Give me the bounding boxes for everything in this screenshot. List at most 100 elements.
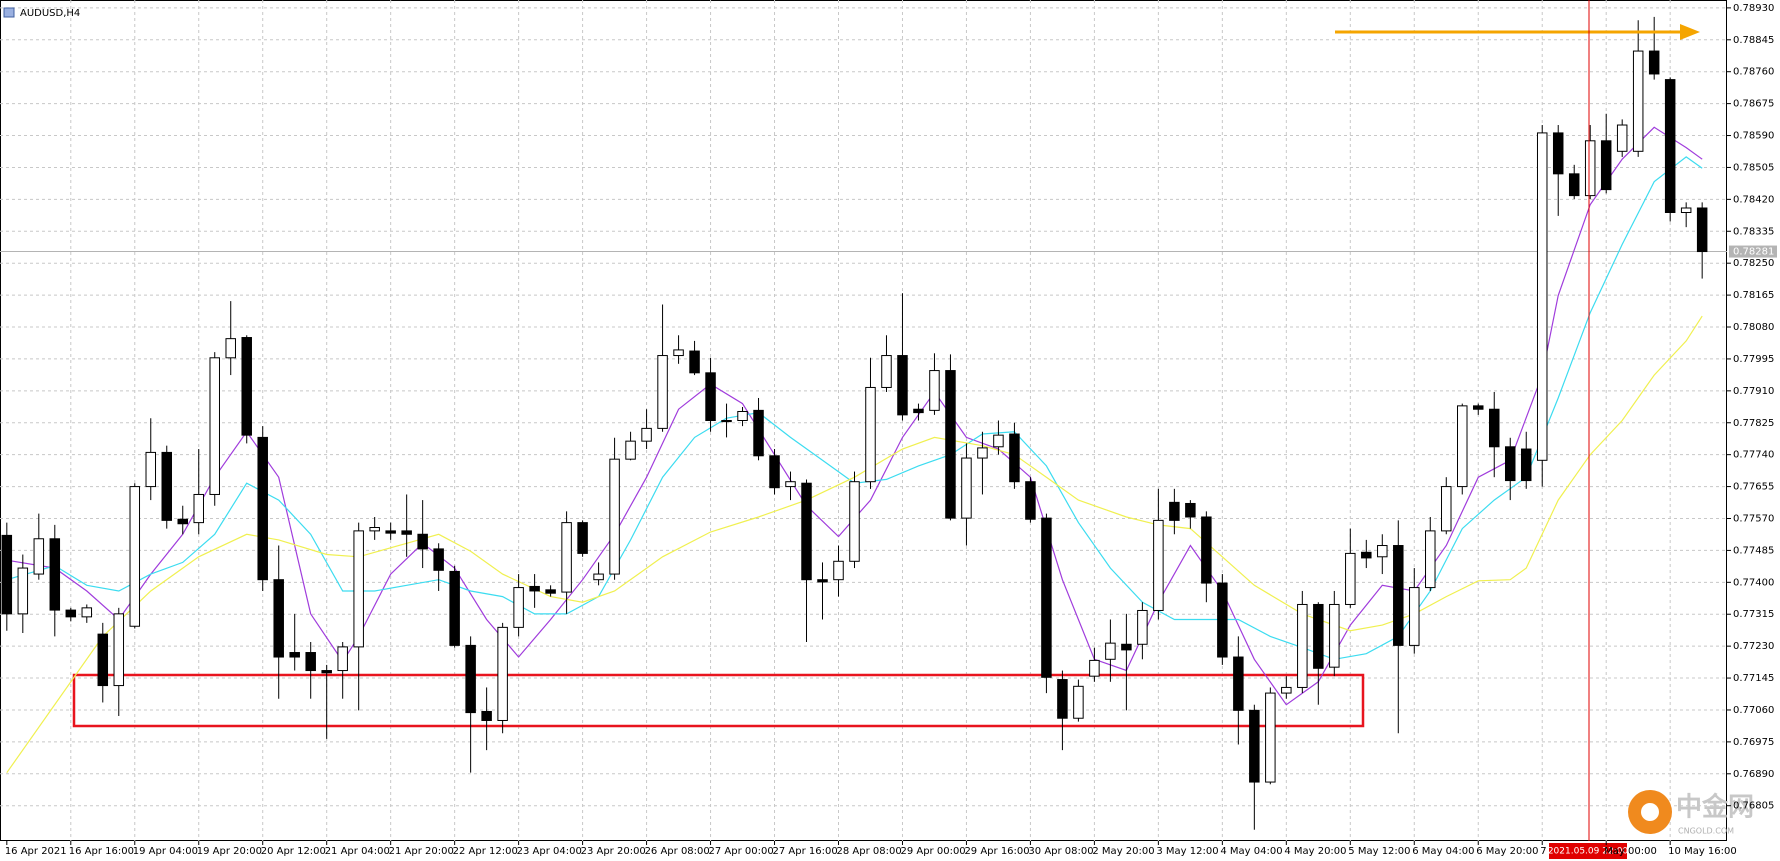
candle-body — [657, 355, 668, 429]
logo-inner — [1641, 803, 1659, 821]
candle-body — [977, 447, 988, 459]
candle-body — [545, 589, 556, 594]
candle-body — [417, 533, 428, 550]
candle-body — [1616, 124, 1628, 152]
y-tick-label: 0.77740 — [1733, 450, 1774, 461]
candle-body — [1089, 659, 1100, 677]
candle-body — [97, 633, 109, 687]
candle-body — [721, 420, 732, 423]
candle-body — [1680, 207, 1692, 214]
candle-body — [257, 436, 268, 581]
x-tick-label: 21 Apr 04:00 — [325, 846, 390, 857]
x-tick-label: 7 — [1540, 846, 1546, 857]
candle-body — [193, 493, 204, 524]
candle-body — [1393, 545, 1404, 646]
candle-body — [961, 457, 972, 519]
candle-body — [1488, 408, 1500, 448]
candle-body — [1568, 173, 1580, 197]
y-tick-label: 0.78845 — [1733, 35, 1774, 46]
candle-body — [993, 434, 1004, 448]
y-tick-label: 0.78335 — [1733, 226, 1774, 237]
candle-body — [449, 570, 460, 646]
candle-body — [353, 530, 364, 648]
x-tick-label: 26 Apr 08:00 — [645, 846, 710, 857]
candle-body — [1425, 530, 1436, 589]
candle-body — [849, 481, 860, 562]
candle-body — [177, 518, 188, 525]
candle-body — [1009, 433, 1020, 483]
candle-body — [1121, 643, 1132, 651]
x-tick-label: May 00:00 — [1604, 846, 1657, 857]
candle-body — [689, 350, 700, 374]
y-tick-label: 0.77570 — [1733, 513, 1774, 524]
candle-body — [817, 579, 828, 583]
candle-body — [1025, 481, 1036, 520]
moving-average — [6, 126, 1703, 706]
candle-body — [1233, 656, 1244, 711]
candle-body — [1297, 603, 1308, 688]
candle-body — [865, 386, 876, 483]
y-tick-label: 0.78590 — [1733, 131, 1774, 142]
symbol-icon — [3, 7, 15, 18]
candle-body — [401, 530, 412, 535]
watermark: 中金网 — [1676, 792, 1754, 823]
candle-body — [129, 486, 141, 627]
candle-body — [1313, 603, 1324, 669]
x-tick-label: 27 Apr 16:00 — [773, 846, 838, 857]
y-tick-label: 0.78505 — [1733, 162, 1774, 173]
x-tick-label: 10 May 16:00 — [1668, 846, 1737, 857]
candle-body — [225, 338, 236, 359]
candle-body — [289, 652, 300, 658]
candle-body — [705, 372, 716, 421]
candle-body — [321, 670, 332, 674]
candle-body — [1600, 140, 1612, 191]
candle-body — [113, 613, 125, 687]
candle-body — [81, 607, 93, 618]
x-tick-label: 22 Apr 12:00 — [453, 846, 518, 857]
candle-body — [1504, 446, 1516, 482]
y-tick-label: 0.78080 — [1733, 322, 1774, 333]
candle-body — [833, 560, 844, 581]
candle-body — [1473, 405, 1484, 410]
candle-body — [1536, 132, 1548, 461]
x-tick-label: 3 May 12:00 — [1156, 846, 1218, 857]
candle-body — [1041, 517, 1052, 678]
x-tick-label: 28 Apr 08:00 — [836, 846, 901, 857]
plot-frame — [0, 0, 1727, 841]
x-tick-label: 6 May 04:00 — [1412, 846, 1474, 857]
x-tick-label: 4 May 04:00 — [1220, 846, 1282, 857]
candle-body — [33, 538, 45, 575]
candle-body — [1249, 709, 1260, 783]
y-tick-label: 0.77995 — [1733, 354, 1774, 365]
candle-body — [369, 527, 380, 532]
x-tick-label: 23 Apr 20:00 — [581, 846, 646, 857]
x-tick-label: 30 Apr 08:00 — [1028, 846, 1093, 857]
candle-body — [1409, 587, 1420, 646]
arrow-head — [1680, 24, 1700, 40]
candle-body — [785, 481, 796, 488]
candle-body — [1185, 502, 1196, 518]
candle-body — [1552, 132, 1564, 175]
x-tick-label: 27 Apr 00:00 — [709, 846, 774, 857]
candle-body — [897, 355, 908, 416]
candle-body — [1137, 609, 1148, 645]
candle-body — [577, 522, 588, 554]
candle-body — [945, 370, 956, 519]
chart-title: AUDUSD,H4 — [20, 8, 80, 19]
candle-body — [1345, 552, 1356, 605]
x-tick-label: 16 Apr 2021 — [5, 846, 67, 857]
candle-body — [881, 355, 892, 388]
candle-body — [209, 357, 220, 495]
y-tick-label: 0.77145 — [1733, 673, 1774, 684]
candle-body — [673, 349, 684, 357]
x-tick-label: 2 May 20:00 — [1092, 846, 1154, 857]
x-tick-label: 29 Apr 00:00 — [900, 846, 965, 857]
y-tick-label: 0.78250 — [1733, 258, 1774, 269]
candle-body — [1169, 501, 1180, 521]
candle-body — [801, 482, 812, 581]
candle-body — [1584, 140, 1596, 197]
y-tick-label: 0.77315 — [1733, 609, 1774, 620]
candle-body — [337, 646, 348, 672]
